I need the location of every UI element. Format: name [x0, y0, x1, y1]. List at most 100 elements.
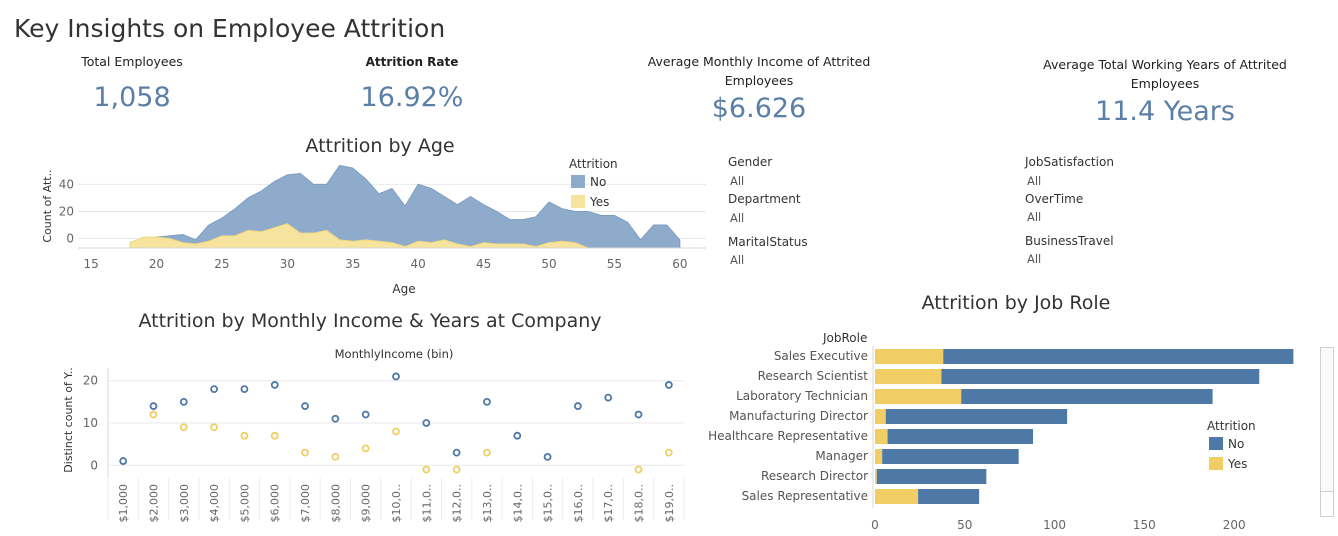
filter-marital-status-label: MaritalStatus: [728, 235, 808, 249]
income-point-yes-12[interactable]: [483, 448, 491, 457]
jobrole-bar-no-0[interactable]: [943, 349, 1294, 364]
jobrole-legend-no-label: No: [1228, 437, 1244, 451]
filter-marital-status-value[interactable]: All: [730, 253, 745, 267]
jobrole-bars[interactable]: [875, 349, 1294, 504]
income-x-tick-16: $17,0..: [602, 484, 615, 522]
income-point-no-7[interactable]: [331, 414, 340, 423]
jobrole-x-tick-4: 200: [1223, 518, 1246, 532]
jobrole-label-5: Manager: [815, 449, 868, 463]
income-points[interactable]: [119, 372, 673, 474]
jobrole-label-0: Sales Executive: [774, 349, 868, 363]
age-y-tick-labels: 0 20 40: [59, 177, 74, 245]
jobrole-bar-yes-5[interactable]: [875, 449, 883, 464]
income-y-tick-0: 0: [90, 458, 98, 472]
income-point-yes-11[interactable]: [452, 465, 461, 474]
filter-business-travel-value[interactable]: All: [1027, 252, 1042, 266]
income-point-no-10[interactable]: [422, 419, 431, 427]
jobrole-bar-yes-4[interactable]: [875, 429, 888, 444]
income-point-yes-4[interactable]: [240, 431, 249, 440]
kpi-avg-income-label: Average Monthly Income of Attrited Emplo…: [647, 54, 871, 88]
filter-job-satisfaction-value[interactable]: All: [1027, 174, 1042, 188]
income-x-tick-15: $16,0..: [572, 484, 585, 522]
jobrole-bar-yes-3[interactable]: [875, 409, 886, 424]
jobrole-scrollbar[interactable]: [1320, 347, 1334, 517]
jobrole-scrollbar-thumb[interactable]: [1321, 491, 1333, 516]
income-point-yes-5[interactable]: [270, 431, 279, 440]
jobrole-bar-no-5[interactable]: [882, 449, 1019, 464]
income-point-yes-7[interactable]: [331, 452, 340, 461]
income-point-no-17[interactable]: [634, 410, 643, 419]
income-x-tick-11: $12,0..: [451, 484, 464, 522]
jobrole-bar-no-4[interactable]: [887, 429, 1034, 444]
income-point-no-16[interactable]: [604, 393, 613, 402]
jobrole-legend-yes-label: Yes: [1227, 457, 1247, 471]
income-point-no-14[interactable]: [543, 452, 552, 461]
income-point-yes-18[interactable]: [664, 448, 673, 457]
filter-department-value[interactable]: All: [730, 211, 745, 225]
jobrole-legend[interactable]: Attrition No Yes: [1207, 419, 1256, 471]
kpi-avg-working-years-value: 11.4 Years: [1095, 96, 1235, 127]
income-point-no-11[interactable]: [452, 448, 461, 457]
income-point-yes-1[interactable]: [149, 410, 158, 419]
jobrole-bar-no-6[interactable]: [876, 469, 987, 484]
filter-overtime-value[interactable]: All: [1027, 210, 1042, 224]
age-x-tick-1: 20: [149, 257, 164, 271]
income-point-no-2[interactable]: [179, 397, 188, 406]
age-x-tick-4: 35: [345, 257, 360, 271]
income-point-yes-9[interactable]: [392, 427, 400, 436]
jobrole-bar-yes-0[interactable]: [875, 349, 944, 364]
income-point-no-8[interactable]: [361, 410, 370, 419]
income-point-no-18[interactable]: [664, 381, 673, 389]
income-point-yes-2[interactable]: [179, 423, 188, 432]
age-x-axis-label: Age: [392, 282, 415, 296]
income-point-yes-17[interactable]: [634, 465, 643, 474]
income-point-no-3[interactable]: [210, 385, 219, 394]
income-x-tick-4: $5,000: [238, 484, 251, 523]
jobrole-bar-no-2[interactable]: [961, 389, 1213, 404]
age-legend-yes-label: Yes: [589, 195, 609, 209]
jobrole-bar-yes-6[interactable]: [875, 469, 877, 484]
age-legend-yes-swatch: [571, 195, 585, 208]
jobrole-bar-yes-2[interactable]: [875, 389, 962, 404]
jobrole-bar-yes-1[interactable]: [875, 369, 942, 384]
age-legend[interactable]: Attrition No Yes: [569, 157, 618, 209]
income-point-yes-10[interactable]: [422, 465, 431, 474]
income-point-no-12[interactable]: [483, 397, 491, 406]
income-x-tick-9: $10,0..: [390, 484, 403, 522]
income-point-no-5[interactable]: [270, 381, 279, 389]
income-point-no-1[interactable]: [149, 402, 158, 410]
income-point-no-9[interactable]: [392, 372, 400, 381]
jobrole-row-header: JobRole: [822, 331, 867, 345]
income-point-no-4[interactable]: [240, 385, 249, 394]
income-column-header: MonthlyIncome (bin): [335, 347, 454, 361]
filter-business-travel-label: BusinessTravel: [1025, 234, 1114, 248]
attrition-by-job-role-chart[interactable]: JobRole Sales Executive Research Scientis…: [708, 331, 1294, 532]
income-point-no-0[interactable]: [119, 457, 128, 465]
filter-gender-value[interactable]: All: [730, 174, 745, 188]
income-x-tick-8: $9,000: [360, 484, 373, 523]
income-x-tick-5: $6,000: [269, 484, 282, 523]
attrition-by-income-chart[interactable]: MonthlyIncome (bin) 0 10 20 $1,000 $2,000 $3…: [62, 347, 685, 523]
age-y-tick-2: 40: [59, 177, 74, 191]
age-no-area[interactable]: [129, 164, 681, 249]
income-point-no-15[interactable]: [573, 402, 582, 410]
age-y-tick-1: 20: [59, 204, 74, 218]
income-x-tick-14: $15,0..: [542, 484, 555, 522]
age-chart-title: Attrition by Age: [305, 135, 455, 157]
income-point-yes-6[interactable]: [301, 448, 309, 457]
kpi-avg-income-value: $6.626: [711, 93, 807, 124]
income-chart-title: Attrition by Monthly Income & Years at C…: [138, 310, 602, 332]
income-point-no-13[interactable]: [513, 431, 522, 440]
filter-gender-label: Gender: [728, 155, 773, 169]
income-point-yes-3[interactable]: [210, 423, 219, 432]
jobrole-bar-no-1[interactable]: [941, 369, 1260, 384]
income-x-tick-3: $4,000: [208, 484, 221, 523]
jobrole-bar-no-7[interactable]: [918, 489, 980, 504]
jobrole-bar-no-3[interactable]: [885, 409, 1068, 424]
income-point-yes-8[interactable]: [361, 444, 370, 453]
jobrole-bar-yes-7[interactable]: [875, 489, 919, 504]
jobrole-label-6: Research Director: [761, 469, 868, 483]
income-point-no-6[interactable]: [301, 402, 309, 410]
attrition-by-age-chart[interactable]: 15 20 25 30 35 40 45 50 55 60 0 20 40 Age Count of …: [41, 157, 706, 296]
jobrole-chart-title: Attrition by Job Role: [921, 292, 1111, 314]
